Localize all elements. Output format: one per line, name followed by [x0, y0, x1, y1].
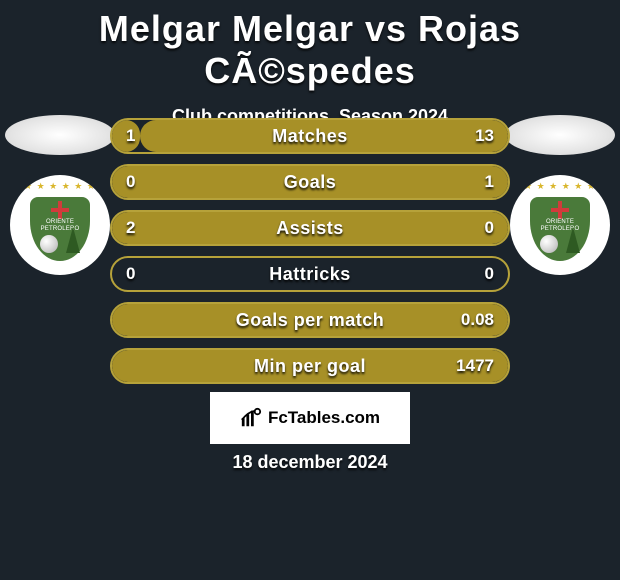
comparison-bars: Matches113 Goals01 Assists20 Hattricks0 0 Goa…: [110, 118, 510, 384]
stat-value-left: 0: [126, 258, 135, 290]
badge-stars-icon: ★ ★ ★ ★ ★ ★: [24, 181, 96, 192]
right-club-badge: ★ ★ ★ ★ ★ ★ ORIENTE PETROLERO: [510, 175, 610, 275]
stat-bar-track: Assists20: [110, 210, 510, 246]
stat-row: Hattricks0 0: [110, 256, 510, 292]
stat-bar-track: Goals01: [110, 164, 510, 200]
badge-cross-icon: [51, 201, 69, 219]
date-text: 18 december 2024: [0, 452, 620, 473]
page-title: Melgar Melgar vs Rojas CÃ©spedes: [0, 0, 620, 92]
stat-bar-track: Goals per match0.08: [110, 302, 510, 338]
badge-shield-icon: ORIENTE PETROLERO: [30, 197, 90, 261]
badge-stars-icon: ★ ★ ★ ★ ★ ★: [524, 181, 596, 192]
stat-bar-fill-left: [112, 120, 140, 152]
right-player-column: ★ ★ ★ ★ ★ ★ ORIENTE PETROLERO: [500, 115, 620, 275]
stat-row: Goals per match0.08: [110, 302, 510, 338]
badge-shield-icon: ORIENTE PETROLERO: [530, 197, 590, 261]
left-player-avatar: [5, 115, 115, 155]
stat-bar-track: Min per goal1477: [110, 348, 510, 384]
badge-derrick-icon: [66, 227, 80, 253]
stat-row: Assists20: [110, 210, 510, 246]
badge-ball-icon: [40, 235, 58, 253]
stat-bar-fill-right: [112, 166, 508, 198]
stat-row: Matches113: [110, 118, 510, 154]
stat-label: Hattricks: [112, 258, 508, 290]
stat-bar-fill-right: [112, 350, 508, 382]
badge-text: ORIENTE PETROLERO: [530, 219, 590, 233]
badge-ball-icon: [540, 235, 558, 253]
left-club-badge: ★ ★ ★ ★ ★ ★ ORIENTE PETROLERO: [10, 175, 110, 275]
stat-bar-fill-right: [140, 120, 508, 152]
stat-bar-fill-left: [112, 212, 508, 244]
footer-brand-card: FcTables.com: [210, 392, 410, 444]
fctables-logo-icon: [240, 407, 262, 429]
badge-text: ORIENTE PETROLERO: [30, 219, 90, 233]
stat-bar-fill-right: [112, 304, 508, 336]
footer-brand-text: FcTables.com: [268, 408, 380, 428]
stat-row: Goals01: [110, 164, 510, 200]
stat-value-right: 0: [485, 258, 494, 290]
stat-bar-track: Hattricks0 0: [110, 256, 510, 292]
left-player-column: ★ ★ ★ ★ ★ ★ ORIENTE PETROLERO: [0, 115, 120, 275]
badge-derrick-icon: [566, 227, 580, 253]
stat-row: Min per goal1477: [110, 348, 510, 384]
right-player-avatar: [505, 115, 615, 155]
stat-bar-track: Matches113: [110, 118, 510, 154]
badge-cross-icon: [551, 201, 569, 219]
